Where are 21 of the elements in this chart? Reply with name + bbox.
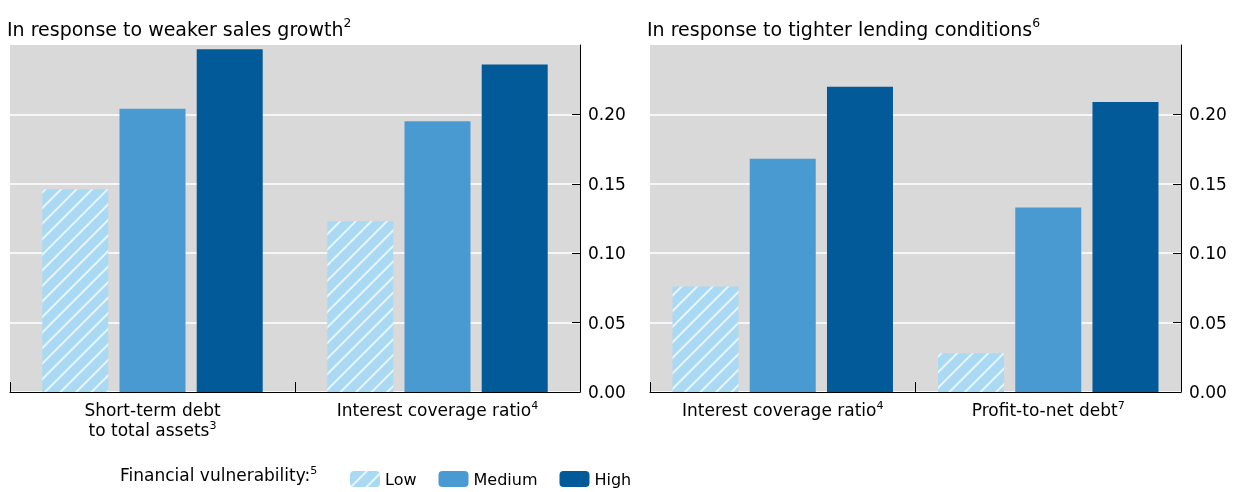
bar <box>1092 101 1159 392</box>
y-tick-label: 0.10 <box>1189 243 1227 264</box>
y-tick-label: 0.15 <box>1189 173 1227 194</box>
y-tick-label: 0.05 <box>588 312 626 333</box>
legend-label: Medium <box>473 469 538 489</box>
y-tick-label: 0.00 <box>1189 382 1227 402</box>
y-tick-label: 0.00 <box>588 382 626 402</box>
bar <box>826 86 893 392</box>
y-tick-label: 0.20 <box>588 104 626 125</box>
bar <box>481 64 548 392</box>
bar <box>1015 207 1082 392</box>
legend-label: High <box>594 469 632 489</box>
legend-label: Low <box>385 469 417 489</box>
y-tick-label: 0.15 <box>588 173 626 194</box>
bar <box>119 108 186 392</box>
y-tick-label: 0.10 <box>588 243 626 264</box>
y-tick-label: 0.05 <box>1189 312 1227 333</box>
y-tick-label: 0.20 <box>1189 104 1227 125</box>
bar <box>404 121 471 392</box>
bar <box>196 49 263 392</box>
bar <box>749 158 816 392</box>
